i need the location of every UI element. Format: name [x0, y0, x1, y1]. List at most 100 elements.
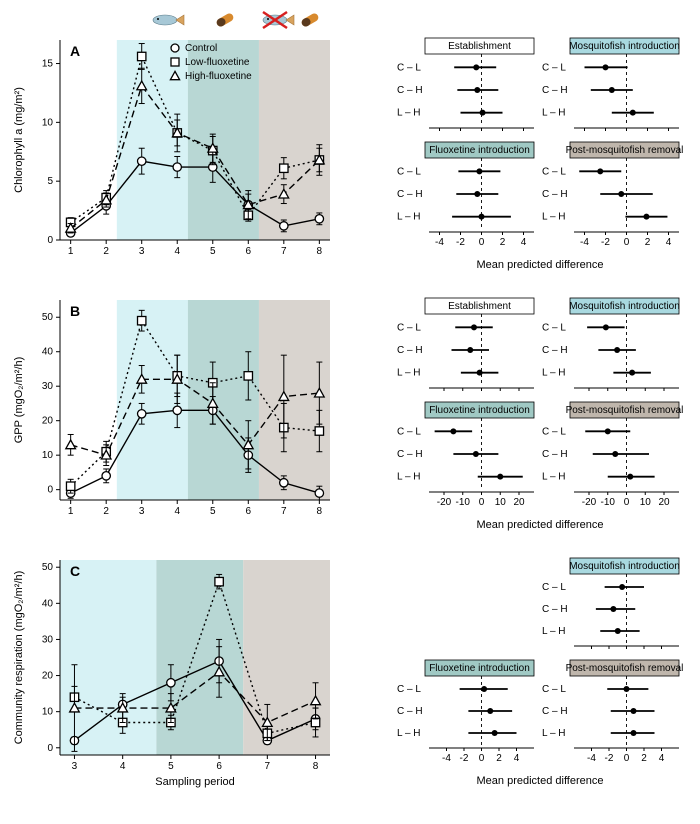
forest-x-tick: -2	[456, 237, 465, 248]
y-tick-label: 20	[42, 416, 54, 427]
forest-x-tick: -2	[605, 753, 614, 764]
forest-x-tick: 4	[521, 237, 527, 248]
forest-x-tick: 20	[513, 497, 525, 508]
forest-x-tick: 2	[641, 753, 647, 764]
y-tick-label: 50	[42, 312, 54, 323]
contrast-label: C – L	[542, 62, 566, 73]
contrast-label: C – H	[542, 345, 568, 356]
forest-x-tick: -2	[460, 753, 469, 764]
forest-x-tick: 2	[500, 237, 506, 248]
panel-label: C	[70, 563, 80, 579]
contrast-label: L – H	[397, 728, 421, 739]
x-tick-label: 7	[265, 761, 271, 772]
forest-x-tick: -4	[435, 237, 444, 248]
x-tick-label: 1	[68, 246, 74, 257]
fish-removed-icon	[263, 12, 294, 28]
forest-x-tick: 0	[479, 753, 485, 764]
forest-x-tick: 4	[659, 753, 665, 764]
contrast-label: L – H	[397, 368, 421, 379]
forest-x-tick: 0	[624, 497, 630, 508]
x-tick-label: 7	[281, 246, 287, 257]
pill-icon	[215, 12, 235, 28]
y-tick-label: 0	[47, 235, 53, 246]
forest-x-tick: 2	[645, 237, 651, 248]
forest-x-tick: -4	[580, 237, 589, 248]
forest-x-tick: -10	[601, 497, 616, 508]
phase-header-label: Fluoxetine introduction	[429, 145, 530, 156]
y-tick-label: 40	[42, 347, 54, 358]
contrast-label: L – H	[542, 626, 566, 637]
forest-x-label: Mean predicted difference	[477, 259, 604, 271]
forest-x-tick: -20	[582, 497, 597, 508]
contrast-label: C – L	[542, 322, 566, 333]
contrast-label: L – H	[542, 212, 566, 223]
y-tick-label: 30	[42, 381, 54, 392]
forest-x-tick: 0	[624, 753, 630, 764]
forest-x-tick: -20	[437, 497, 452, 508]
contrast-label: C – L	[542, 582, 566, 593]
y-axis-label: Chlorophyll a (mg/m²)	[13, 87, 25, 193]
figure-svg: 05101512345678Chlorophyll a (mg/m²)A0102…	[0, 0, 700, 824]
contrast-label: C – H	[542, 189, 568, 200]
x-tick-label: 8	[317, 246, 323, 257]
contrast-label: C – H	[397, 449, 423, 460]
contrast-label: C – L	[542, 166, 566, 177]
y-tick-label: 0	[47, 743, 53, 754]
legend-label: Low-fluoxetine	[185, 57, 250, 68]
y-tick-label: 10	[42, 450, 54, 461]
forest-x-label: Mean predicted difference	[477, 519, 604, 531]
phase-header-label: Fluoxetine introduction	[429, 663, 530, 674]
contrast-label: C – L	[397, 62, 421, 73]
contrast-label: C – H	[397, 706, 423, 717]
contrast-label: C – L	[542, 684, 566, 695]
x-tick-label: 4	[174, 506, 180, 517]
forest-x-tick: -10	[456, 497, 471, 508]
contrast-label: L – H	[542, 472, 566, 483]
contrast-label: C – L	[397, 426, 421, 437]
x-tick-label: 7	[281, 506, 287, 517]
forest-x-tick: 20	[658, 497, 670, 508]
x-tick-label: 4	[174, 246, 180, 257]
contrast-label: C – H	[397, 189, 423, 200]
contrast-label: C – H	[397, 345, 423, 356]
x-tick-label: 5	[168, 761, 174, 772]
fish-icon	[153, 15, 184, 25]
contrast-label: C – H	[542, 449, 568, 460]
x-tick-label: 6	[246, 246, 252, 257]
forest-x-tick: 0	[624, 237, 630, 248]
forest-x-tick: 2	[496, 753, 502, 764]
forest-x-tick: 4	[514, 753, 520, 764]
contrast-label: C – H	[397, 85, 423, 96]
x-tick-label: 5	[210, 506, 216, 517]
contrast-label: L – H	[397, 212, 421, 223]
x-tick-label: 2	[103, 246, 109, 257]
x-tick-label: 4	[120, 761, 126, 772]
phase-header-label: Mosquitofish introduction	[569, 41, 680, 52]
panel-label: B	[70, 303, 80, 319]
phase-header-label: Post-mosquitofish removal	[566, 145, 684, 156]
phase-header-label: Fluoxetine introduction	[429, 405, 530, 416]
phase-header-label: Post-mosquitofish removal	[566, 663, 684, 674]
legend-label: High-fluoxetine	[185, 71, 252, 82]
forest-x-tick: -4	[442, 753, 451, 764]
x-tick-label: 1	[68, 506, 74, 517]
contrast-label: C – L	[542, 426, 566, 437]
phase-header-label: Establishment	[448, 301, 511, 312]
x-tick-label: 6	[216, 761, 222, 772]
forest-x-tick: 0	[479, 237, 485, 248]
pill-icon-2	[300, 12, 320, 28]
x-tick-label: 3	[139, 506, 145, 517]
forest-x-tick: -4	[587, 753, 596, 764]
legend-label: Control	[185, 43, 217, 54]
panel-label: A	[70, 43, 80, 59]
y-tick-label: 50	[42, 562, 54, 573]
contrast-label: L – H	[397, 472, 421, 483]
contrast-label: C – H	[542, 706, 568, 717]
x-tick-label: 6	[246, 506, 252, 517]
x-tick-label: 8	[317, 506, 323, 517]
phase-header-label: Mosquitofish introduction	[569, 561, 680, 572]
forest-x-tick: 10	[640, 497, 652, 508]
x-tick-label: 2	[103, 506, 109, 517]
contrast-label: L – H	[542, 728, 566, 739]
contrast-label: L – H	[397, 108, 421, 119]
